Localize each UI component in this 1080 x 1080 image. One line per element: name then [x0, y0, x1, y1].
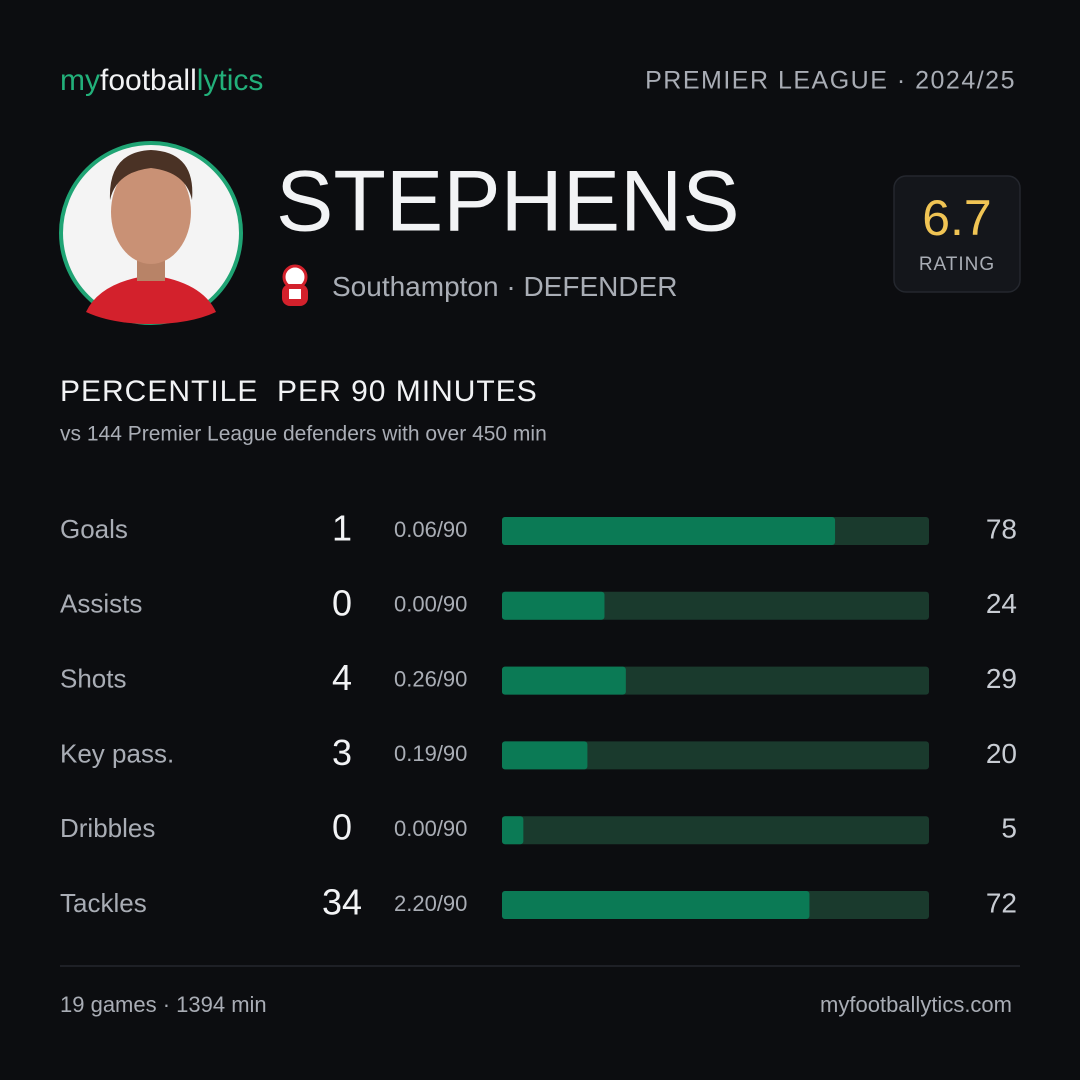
- bar: [502, 891, 810, 919]
- stat-percentile: 78: [986, 513, 1017, 544]
- club: Southampton: [332, 271, 499, 302]
- position: · DEFENDER: [506, 271, 677, 302]
- stat-percentile: 20: [986, 738, 1017, 769]
- player-photo: [59, 141, 243, 325]
- footer-left: 19 games · 1394 min: [60, 992, 267, 1017]
- bar-track: [502, 741, 929, 770]
- bar: [502, 666, 626, 695]
- player-name: STEPHENS: [276, 154, 740, 250]
- stats: Goals 1 0.06/90 78 Assists 0 0.00/90 24 Shots 4 0.…: [60, 508, 1017, 923]
- stat-label: Dribbles: [60, 813, 155, 843]
- stat-per90: 0.00/90: [394, 592, 467, 617]
- stat-per90: 2.20/90: [394, 891, 467, 916]
- hair: [109, 150, 193, 200]
- stat-label: Key pass.: [60, 738, 174, 768]
- brand-part: football: [100, 64, 197, 97]
- bar-track: [502, 591, 929, 620]
- club-line: Southampton · DEFENDER: [332, 271, 677, 302]
- stat-percentile: 72: [986, 887, 1017, 918]
- section-title: PERCENTILE PER 90 MINUTES: [60, 375, 538, 408]
- stat-per90: 0.00/90: [394, 816, 467, 841]
- rating-label: RATING: [919, 254, 995, 275]
- face: [111, 160, 191, 264]
- stat-total: 0: [332, 582, 352, 623]
- bar: [502, 517, 836, 545]
- shirt: [86, 275, 216, 324]
- stat-per90: 0.19/90: [394, 741, 467, 766]
- stat-label: Assists: [60, 589, 142, 619]
- stat-total: 3: [332, 732, 352, 773]
- brand-part: my: [60, 64, 100, 97]
- club-crest: [282, 264, 308, 306]
- stat-total: 1: [332, 508, 352, 549]
- stat-percentile: 29: [986, 663, 1017, 694]
- brand: myfootballlytics: [60, 64, 263, 97]
- stat-label: Shots: [60, 663, 127, 693]
- brand-part: lytics: [197, 64, 264, 97]
- bar: [502, 591, 605, 620]
- stat-total: 4: [332, 657, 352, 698]
- rating-box: [893, 175, 1021, 293]
- bar: [502, 816, 524, 845]
- stat-total: 34: [322, 882, 362, 923]
- bar-track: [502, 816, 929, 845]
- stat-per90: 0.26/90: [394, 666, 467, 691]
- bar: [502, 741, 588, 770]
- rating-value: 6.7: [922, 190, 992, 246]
- stat-percentile: 24: [986, 588, 1017, 619]
- league: PREMIER LEAGUE · 2024/25: [645, 67, 1016, 95]
- crest-inner: [289, 289, 301, 299]
- footer-right: myfootballytics.com: [820, 992, 1012, 1017]
- stat-label: Goals: [60, 514, 128, 544]
- stat-total: 0: [332, 807, 352, 848]
- section-subtitle: vs 144 Premier League defenders with ove…: [60, 423, 547, 446]
- stat-per90: 0.06/90: [394, 517, 467, 542]
- stat-label: Tackles: [60, 888, 147, 918]
- stat-percentile: 5: [1001, 813, 1017, 844]
